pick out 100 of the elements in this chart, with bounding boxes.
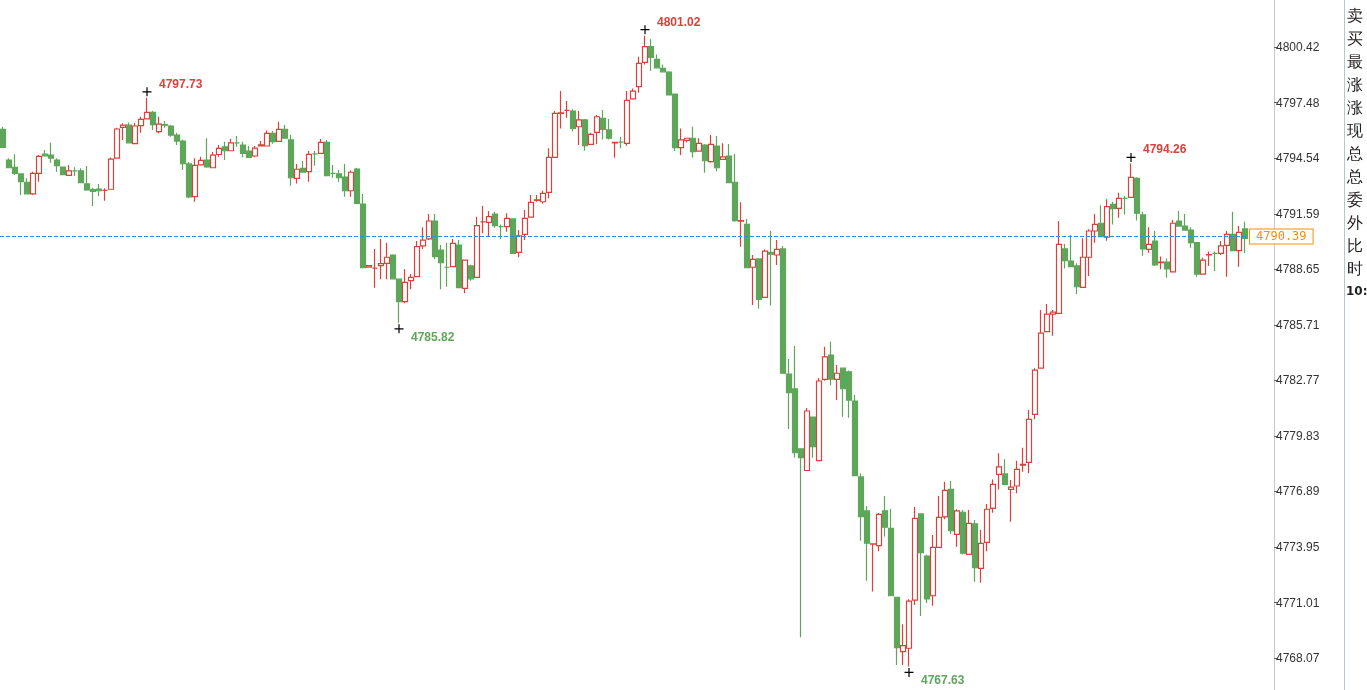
candlestick [1229, 211, 1237, 252]
candlestick [713, 135, 721, 172]
candlestick [347, 169, 355, 198]
annotation: 4797.73 [159, 76, 203, 91]
candlestick [971, 519, 979, 583]
y-tick-label: 4800.42 [1276, 40, 1320, 55]
candlestick [1019, 447, 1027, 473]
candlestick [611, 141, 619, 159]
candlestick [275, 121, 283, 143]
candlestick [485, 210, 493, 237]
candlestick [575, 110, 583, 146]
candlestick [833, 364, 841, 401]
candlestick [587, 132, 595, 145]
y-tick-label: 4779.83 [1276, 428, 1320, 443]
candlestick [965, 509, 973, 555]
y-tick-label: 4771.01 [1276, 595, 1320, 610]
candlestick [401, 268, 409, 304]
candlestick [617, 136, 625, 149]
text: 总 [1346, 166, 1364, 188]
candlestick [809, 416, 817, 459]
candlestick [707, 134, 715, 164]
text: 涨 [1346, 97, 1364, 119]
annotation: 4767.63 [921, 673, 965, 688]
text: 委 [1346, 189, 1364, 211]
text: 涨 [1346, 74, 1364, 96]
candlestick [287, 134, 295, 187]
annotation: 4785.82 [411, 329, 455, 344]
candlestick [815, 377, 823, 462]
candlestick [101, 187, 109, 202]
candlestick [527, 194, 535, 218]
candlestick [227, 138, 235, 152]
candlestick [641, 35, 649, 66]
candlestick [941, 481, 949, 520]
y-tick-label: 4782.77 [1276, 373, 1320, 388]
candlestick [53, 157, 61, 173]
text: 时 [1346, 258, 1364, 280]
candlestick [1133, 176, 1141, 222]
candlestick [203, 137, 211, 169]
candlestick [983, 503, 991, 552]
candlestick [647, 38, 655, 72]
candlestick [1241, 221, 1249, 254]
candlestick [917, 512, 925, 617]
candlestick [155, 116, 163, 134]
candlestick [749, 254, 757, 306]
candlestick [149, 110, 157, 131]
candlestick [119, 122, 127, 141]
candlestick [947, 480, 955, 535]
candlestick [563, 100, 571, 119]
candlestick [1121, 195, 1129, 215]
candlestick [467, 264, 475, 282]
candlestick [995, 452, 1003, 490]
text: 买 [1346, 28, 1364, 50]
candlestick [1157, 255, 1165, 270]
candlestick [1127, 162, 1135, 198]
candlestick [407, 273, 415, 290]
candlestick [989, 478, 997, 514]
candlestick [509, 217, 517, 254]
candlestick [293, 163, 301, 185]
y-tick-label: 4773.95 [1276, 540, 1320, 555]
candlestick [1025, 409, 1033, 474]
candlestick [317, 138, 325, 154]
candlestick [443, 242, 451, 288]
text: 外 [1346, 212, 1364, 234]
candlestick [521, 209, 529, 241]
candlestick [269, 130, 277, 145]
candlestick [503, 212, 511, 233]
candlestick [491, 211, 499, 229]
candlestick [473, 216, 481, 278]
candlestick [281, 124, 289, 139]
candlestick [497, 223, 505, 240]
candlestick [737, 201, 745, 248]
candlestick [761, 248, 769, 298]
candlestick [1169, 219, 1177, 273]
candlestick [701, 143, 709, 174]
candlestick [767, 230, 775, 307]
candlestick [1151, 230, 1159, 267]
candlestick [311, 150, 319, 167]
candlestick [299, 160, 307, 173]
text: 总 [1346, 143, 1364, 165]
candlestick [1199, 257, 1207, 276]
annotation: 4801.02 [657, 14, 701, 29]
candlestick [881, 495, 889, 538]
candlestick [827, 341, 835, 386]
candlestick [635, 56, 643, 94]
candlestick [1037, 309, 1045, 369]
y-tick-label: 4791.59 [1276, 206, 1320, 221]
candlestick [1031, 367, 1039, 420]
candlestick [461, 259, 469, 294]
candlestick [1097, 204, 1105, 238]
candlestick [695, 137, 703, 152]
candlestick [719, 142, 727, 161]
candlestick [1205, 250, 1213, 267]
candlestick [959, 509, 967, 555]
candlestick [653, 53, 661, 69]
candlestick [1145, 226, 1153, 254]
candlestick [305, 150, 313, 183]
candlestick [893, 596, 901, 666]
y-tick-label: 4794.54 [1276, 151, 1320, 166]
candlestick [449, 238, 457, 268]
candlestick [1001, 458, 1009, 485]
